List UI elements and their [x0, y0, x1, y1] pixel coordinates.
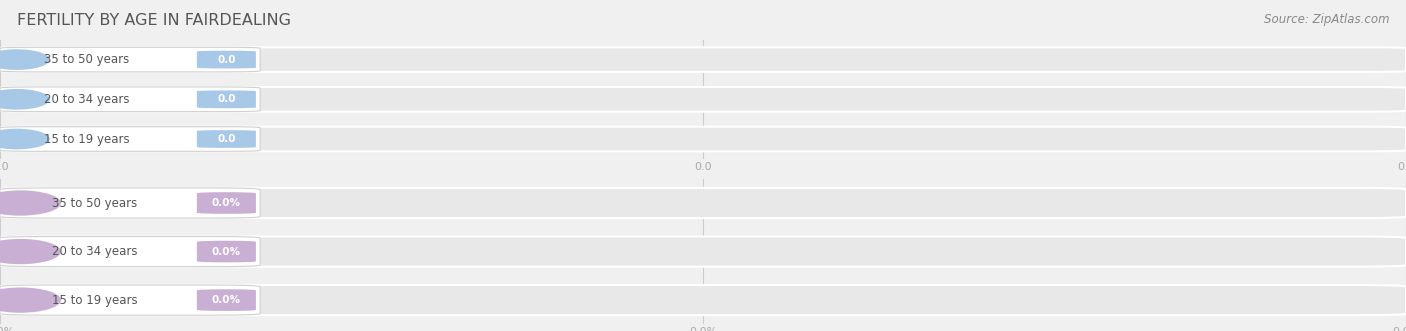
Text: 0.0: 0.0: [217, 94, 236, 104]
Text: 15 to 19 years: 15 to 19 years: [52, 294, 138, 307]
Text: 20 to 34 years: 20 to 34 years: [44, 93, 129, 106]
Text: 15 to 19 years: 15 to 19 years: [44, 132, 129, 146]
FancyBboxPatch shape: [0, 47, 260, 72]
Ellipse shape: [0, 49, 49, 70]
FancyBboxPatch shape: [0, 87, 260, 112]
FancyBboxPatch shape: [197, 192, 256, 214]
Text: 0.0%: 0.0%: [212, 198, 240, 208]
Text: Source: ZipAtlas.com: Source: ZipAtlas.com: [1264, 13, 1389, 26]
FancyBboxPatch shape: [0, 127, 1406, 151]
Text: 20 to 34 years: 20 to 34 years: [52, 245, 138, 258]
Text: 0.0: 0.0: [217, 134, 236, 144]
FancyBboxPatch shape: [197, 90, 256, 108]
Ellipse shape: [0, 89, 49, 110]
FancyBboxPatch shape: [197, 51, 256, 69]
Ellipse shape: [0, 239, 60, 264]
FancyBboxPatch shape: [0, 188, 1406, 218]
FancyBboxPatch shape: [0, 188, 260, 218]
FancyBboxPatch shape: [0, 285, 260, 315]
Text: 35 to 50 years: 35 to 50 years: [52, 197, 136, 210]
Text: 0.0%: 0.0%: [212, 295, 240, 305]
FancyBboxPatch shape: [0, 237, 260, 266]
FancyBboxPatch shape: [0, 47, 1406, 72]
Text: 0.0%: 0.0%: [212, 247, 240, 257]
Ellipse shape: [0, 190, 60, 216]
FancyBboxPatch shape: [197, 241, 256, 262]
FancyBboxPatch shape: [0, 127, 260, 151]
FancyBboxPatch shape: [197, 289, 256, 311]
FancyBboxPatch shape: [197, 130, 256, 148]
Text: 35 to 50 years: 35 to 50 years: [44, 53, 129, 66]
Ellipse shape: [0, 129, 49, 149]
Text: FERTILITY BY AGE IN FAIRDEALING: FERTILITY BY AGE IN FAIRDEALING: [17, 13, 291, 28]
FancyBboxPatch shape: [0, 285, 1406, 315]
FancyBboxPatch shape: [0, 237, 1406, 266]
Ellipse shape: [0, 287, 60, 313]
FancyBboxPatch shape: [0, 87, 1406, 112]
Text: 0.0: 0.0: [217, 55, 236, 65]
